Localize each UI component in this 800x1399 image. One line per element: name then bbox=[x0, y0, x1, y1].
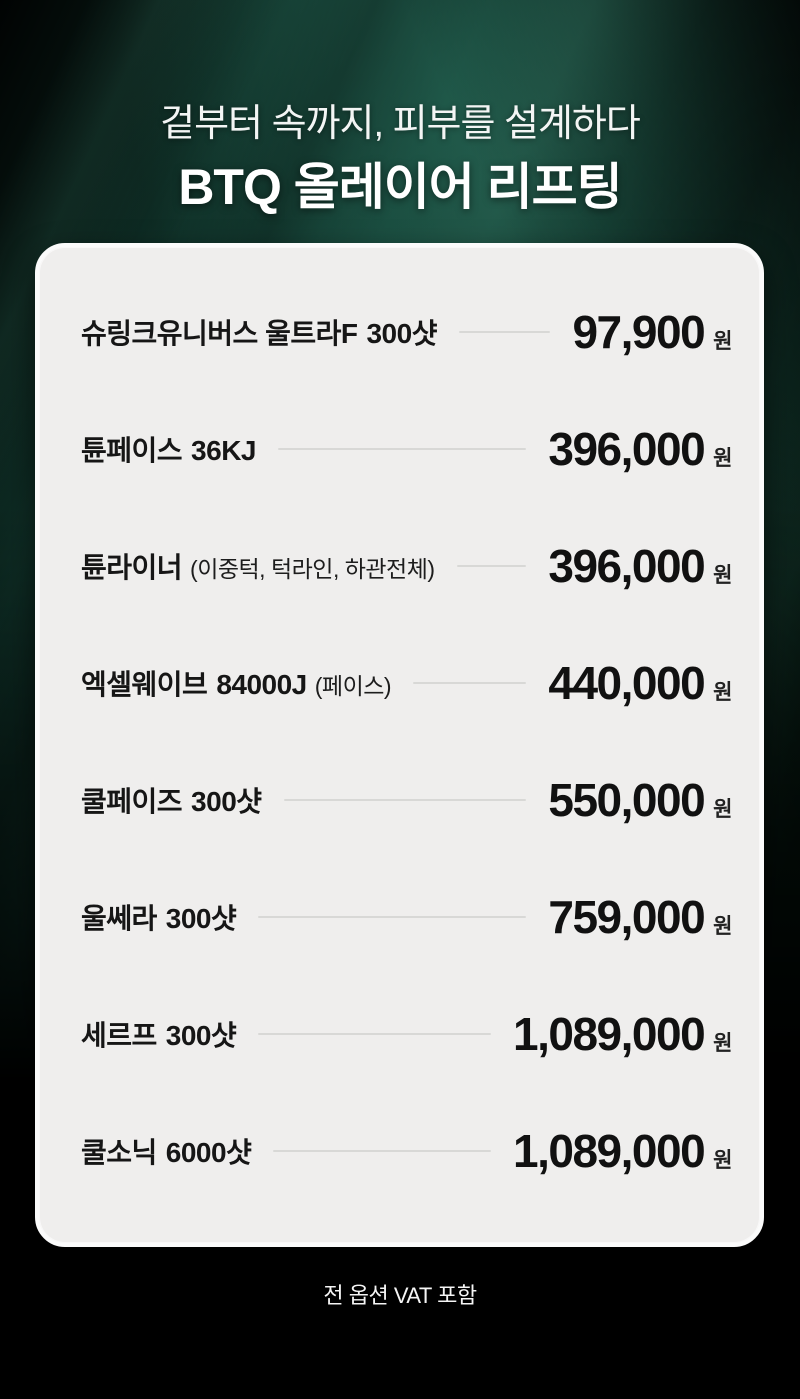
item-price: 1,089,000 bbox=[513, 1124, 706, 1177]
price-group: 759,000 원 bbox=[548, 890, 732, 944]
divider-line bbox=[456, 564, 527, 567]
price-unit: 원 bbox=[713, 797, 732, 821]
item-price: 97,900 bbox=[572, 305, 705, 358]
item-name-text: 튠라이너 bbox=[81, 551, 183, 583]
item-name-text: 엑셀웨이브 bbox=[81, 668, 208, 700]
item-name-text: 울쎄라 bbox=[81, 902, 157, 934]
item-name-bold-text: 300샷 bbox=[165, 1019, 237, 1051]
price-group: 440,000 원 bbox=[548, 656, 732, 710]
price-group: 396,000 원 bbox=[548, 422, 732, 476]
item-name-text: 쿨페이즈 bbox=[81, 785, 183, 817]
price-row: 쿨페이즈 300샷 550,000 원 bbox=[81, 741, 732, 858]
price-unit: 원 bbox=[713, 914, 732, 938]
price-row: 슈링크유니버스 울트라F 300샷 97,900 원 bbox=[81, 273, 732, 390]
price-group: 396,000 원 bbox=[548, 539, 732, 593]
item-name-note: (이중턱, 턱라인, 하관전체) bbox=[190, 555, 435, 582]
item-name: 쿨페이즈 300샷 bbox=[81, 780, 262, 820]
price-row: 울쎄라 300샷 759,000 원 bbox=[81, 858, 732, 975]
item-name-bold-text: 84000J bbox=[216, 668, 307, 700]
price-card: 슈링크유니버스 울트라F 300샷 97,900 원 튠페이스 36KJ 396,0… bbox=[35, 243, 764, 1247]
item-name-bold-text: 6000샷 bbox=[165, 1136, 252, 1168]
price-row: 엑셀웨이브 84000J (페이스) 440,000 원 bbox=[81, 624, 732, 741]
price-unit: 원 bbox=[713, 446, 732, 470]
item-name: 쿨소닉 6000샷 bbox=[81, 1131, 252, 1171]
price-unit: 원 bbox=[713, 329, 732, 353]
divider-line bbox=[277, 447, 527, 450]
price-row: 세르프 300샷 1,089,000 원 bbox=[81, 975, 732, 1092]
divider-line bbox=[283, 798, 527, 801]
item-name: 튠페이스 36KJ bbox=[81, 429, 256, 469]
item-name-bold-text: 36KJ bbox=[191, 434, 256, 466]
price-group: 1,089,000 원 bbox=[513, 1007, 732, 1061]
price-row: 쿨소닉 6000샷 1,089,000 원 bbox=[81, 1092, 732, 1209]
item-name-bold-text: 300샷 bbox=[165, 902, 237, 934]
price-unit: 원 bbox=[713, 1148, 732, 1172]
price-group: 550,000 원 bbox=[548, 773, 732, 827]
divider-line bbox=[273, 1149, 492, 1152]
price-unit: 원 bbox=[713, 1031, 732, 1055]
item-name: 울쎄라 300샷 bbox=[81, 897, 237, 937]
page-title: BTQ 올레이어 리프팅 bbox=[178, 159, 622, 215]
item-name: 세르프 300샷 bbox=[81, 1014, 237, 1054]
price-group: 1,089,000 원 bbox=[513, 1124, 732, 1178]
divider-line bbox=[458, 330, 551, 333]
price-unit: 원 bbox=[713, 680, 732, 704]
vat-note: 전 옵션 VAT 포함 bbox=[323, 1283, 477, 1308]
item-name-bold-text: 300샷 bbox=[191, 785, 262, 817]
price-unit: 원 bbox=[713, 563, 732, 587]
price-row: 튠라이너 (이중턱, 턱라인, 하관전체) 396,000 원 bbox=[81, 507, 732, 624]
divider-line bbox=[258, 1032, 492, 1035]
item-name-text: 슈링크유니버스 울트라F bbox=[81, 317, 358, 349]
item-name-bold-text: 300샷 bbox=[366, 317, 437, 349]
divider-line bbox=[258, 915, 527, 918]
price-group: 97,900 원 bbox=[572, 305, 732, 359]
item-name: 엑셀웨이브 84000J (페이스) bbox=[81, 663, 392, 703]
price-rows: 슈링크유니버스 울트라F 300샷 97,900 원 튠페이스 36KJ 396,0… bbox=[81, 273, 732, 1209]
header-subtitle: 겉부터 속까지, 피부를 설계하다 bbox=[160, 103, 641, 145]
item-name-note: (페이스) bbox=[314, 672, 392, 699]
item-price: 1,089,000 bbox=[513, 1007, 706, 1060]
item-name: 슈링크유니버스 울트라F 300샷 bbox=[81, 312, 437, 352]
item-price: 440,000 bbox=[548, 656, 705, 709]
item-name-text: 쿨소닉 bbox=[81, 1136, 157, 1168]
price-row: 튠페이스 36KJ 396,000 원 bbox=[81, 390, 732, 507]
item-price: 759,000 bbox=[548, 890, 705, 943]
item-name: 튠라이너 (이중턱, 턱라인, 하관전체) bbox=[81, 546, 435, 586]
item-price: 396,000 bbox=[548, 422, 705, 475]
divider-line bbox=[413, 681, 527, 684]
item-price: 396,000 bbox=[548, 539, 705, 592]
item-price: 550,000 bbox=[548, 773, 705, 826]
item-name-text: 튠페이스 bbox=[81, 434, 183, 466]
item-name-text: 세르프 bbox=[81, 1019, 157, 1051]
